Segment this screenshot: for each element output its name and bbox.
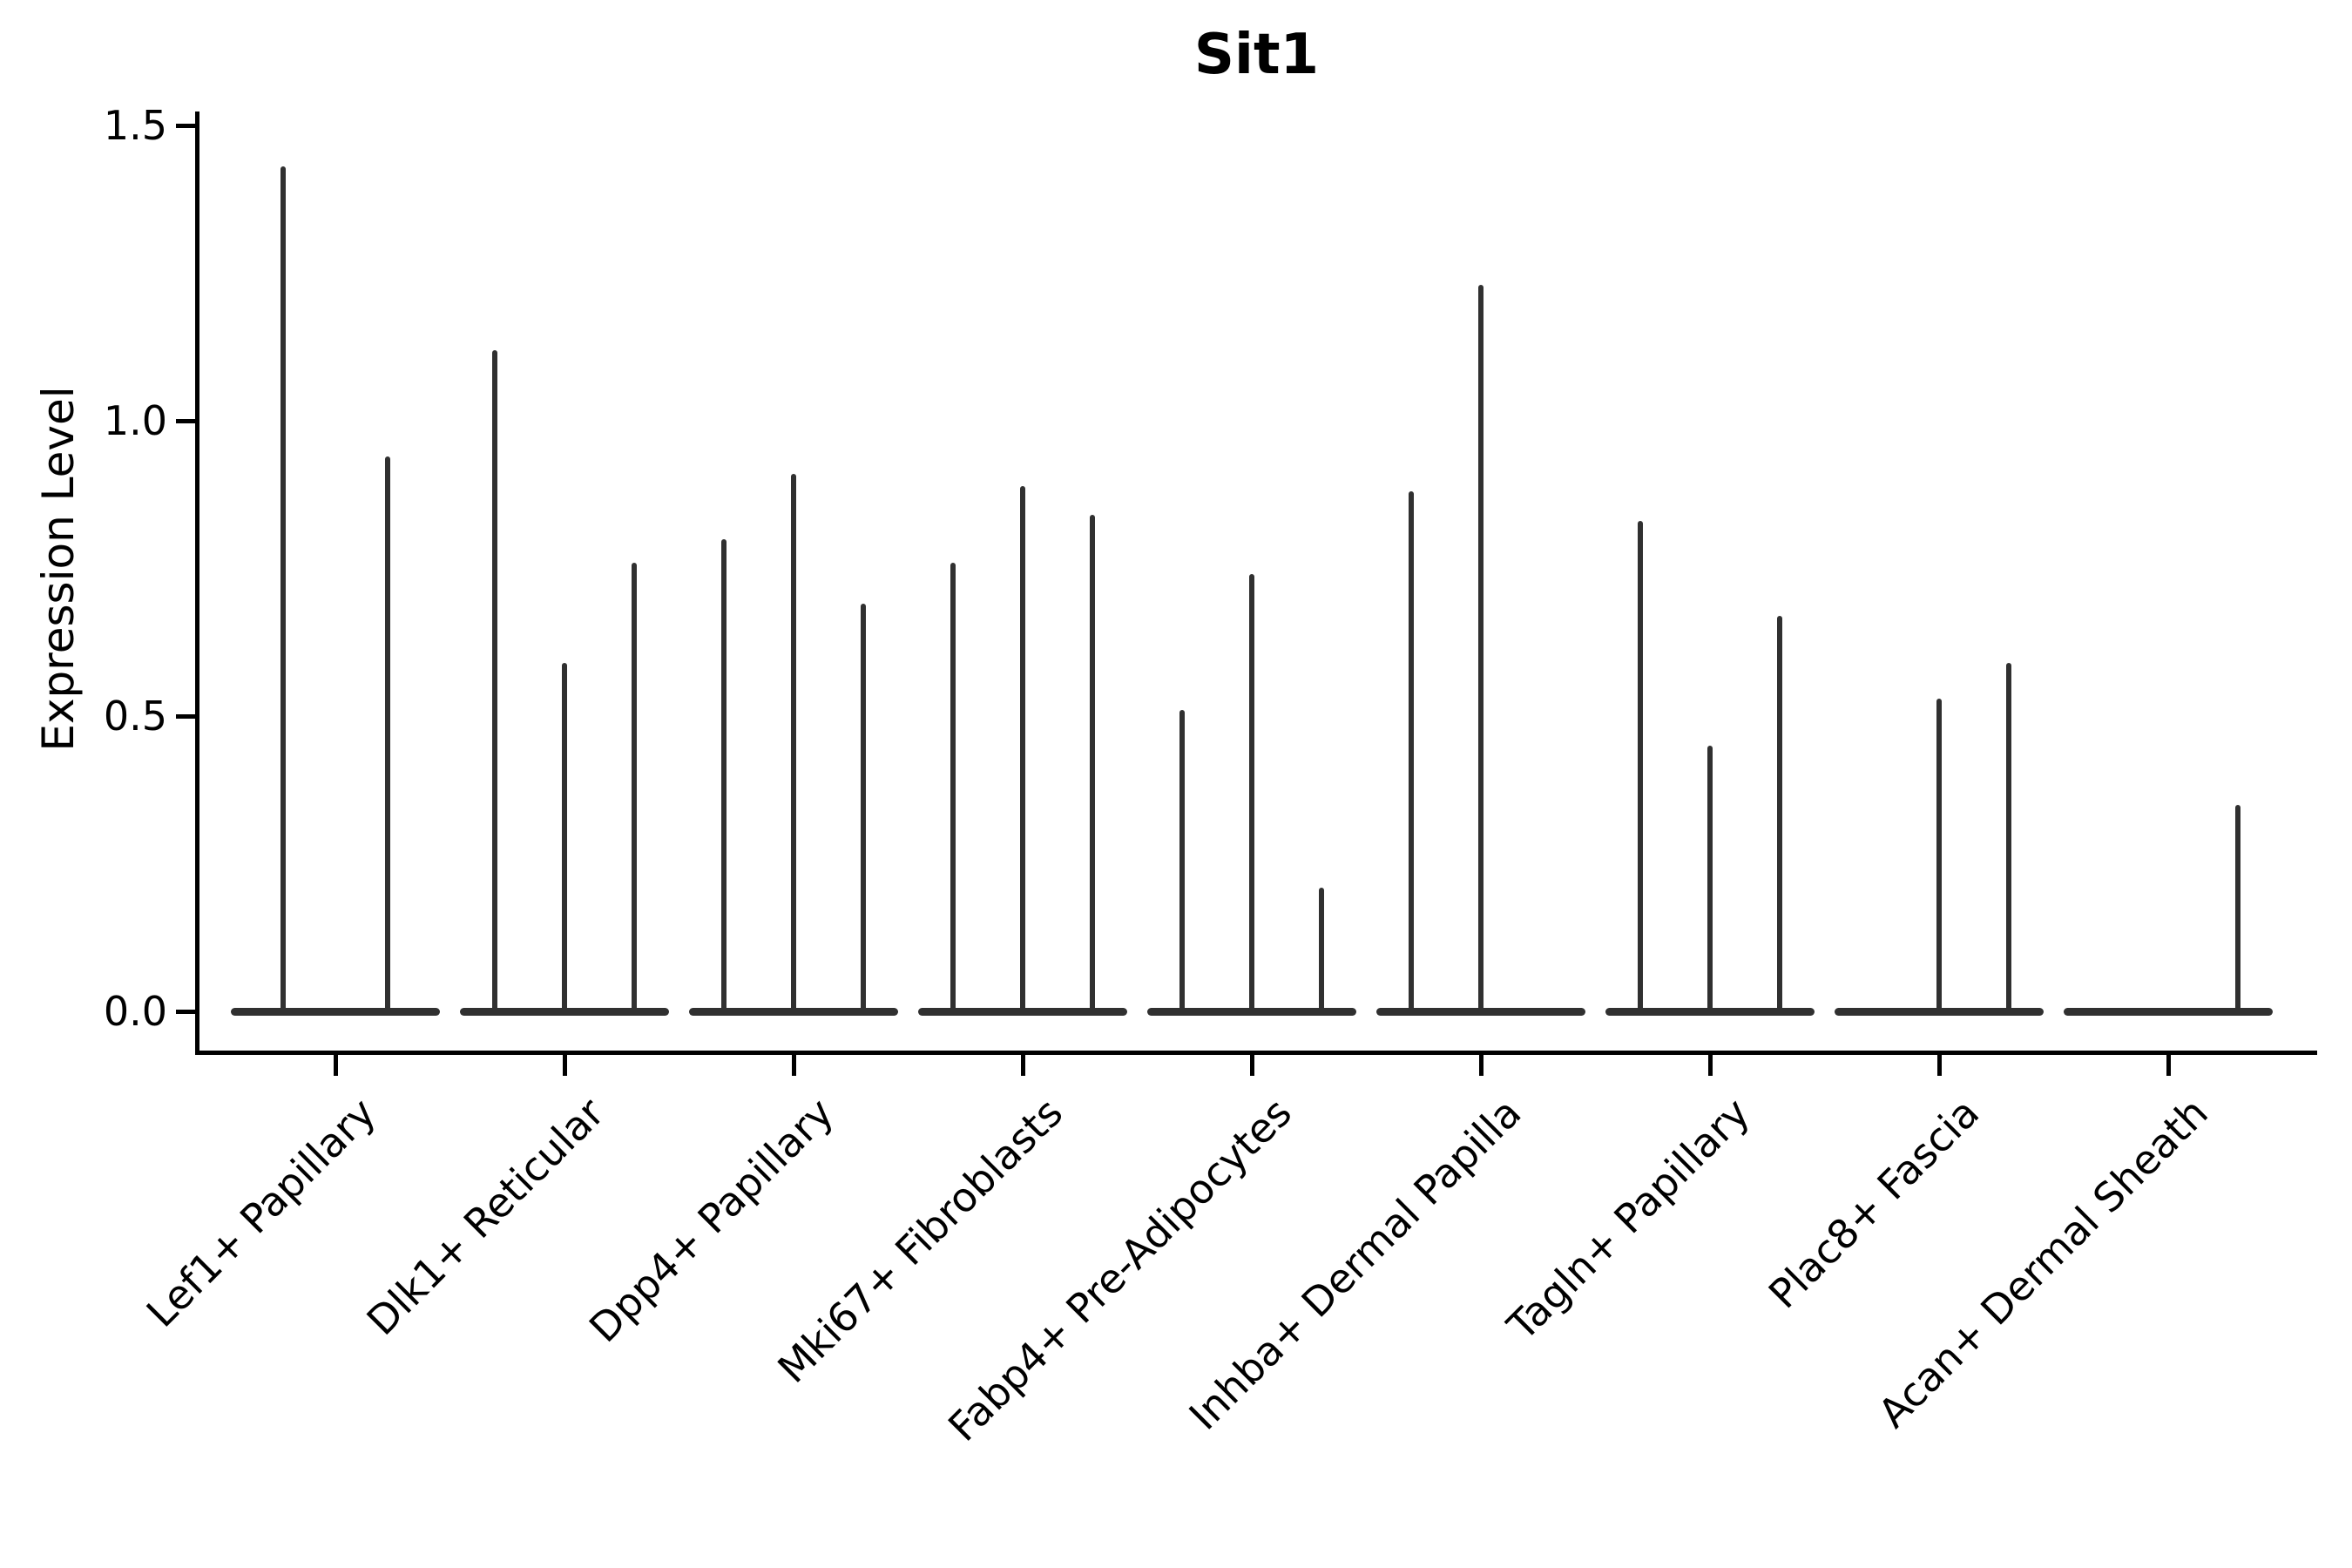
y-tick-mark	[176, 713, 195, 719]
violin-spike	[632, 562, 637, 1013]
y-tick-label: 0.5	[103, 693, 167, 740]
violin-spike	[1777, 615, 1782, 1013]
violin-spike	[1936, 698, 1942, 1013]
x-tick-label: Lef1+ Papillary	[137, 1089, 385, 1336]
x-tick-label: Plac8+ Fascia	[1759, 1089, 1989, 1318]
x-tick-label: Tagln+ Papillary	[1498, 1089, 1760, 1349]
violin-spike	[1319, 887, 1324, 1013]
violin-baseline	[231, 1007, 440, 1016]
y-tick-label: 1.5	[103, 102, 167, 149]
violin-spike	[562, 662, 567, 1013]
violin-spike	[861, 604, 866, 1013]
violin-spike	[1020, 485, 1025, 1013]
x-tick-mark	[333, 1055, 338, 1076]
x-tick-mark	[1936, 1055, 1942, 1076]
violin-spike	[1707, 745, 1713, 1013]
violin-spike	[791, 474, 796, 1013]
y-tick-mark	[176, 123, 195, 128]
violin-spike	[1249, 574, 1254, 1013]
violin-spike	[1638, 521, 1643, 1013]
violin-spike	[2235, 804, 2240, 1013]
x-tick-mark	[791, 1055, 796, 1076]
violin-spike	[385, 456, 390, 1013]
violin-spike	[1179, 710, 1185, 1013]
y-tick-mark	[176, 418, 195, 423]
violin-spike	[721, 538, 727, 1013]
violin-spike	[1090, 515, 1095, 1013]
plot-title: Sit1	[1193, 23, 1320, 87]
violin-spike	[1478, 285, 1484, 1013]
x-tick-mark	[2166, 1055, 2171, 1076]
violin-spike	[2006, 662, 2011, 1013]
violin-baseline	[2064, 1007, 2273, 1016]
x-tick-mark	[1020, 1055, 1025, 1076]
x-tick-mark	[1707, 1055, 1713, 1076]
y-tick-label: 0.0	[103, 988, 167, 1035]
bottom-axis-spine	[195, 1051, 2317, 1055]
x-tick-mark	[1478, 1055, 1484, 1076]
violin-spike	[1409, 491, 1414, 1013]
y-tick-mark	[176, 1009, 195, 1014]
x-tick-mark	[562, 1055, 567, 1076]
x-tick-label: Dpp4+ Papillary	[579, 1089, 843, 1352]
x-tick-label: Dlk1+ Reticular	[357, 1089, 614, 1345]
x-tick-mark	[1249, 1055, 1254, 1076]
y-tick-label: 1.0	[103, 397, 167, 444]
left-axis-spine	[195, 112, 199, 1055]
violin-spike	[280, 166, 286, 1013]
violin-spike	[492, 349, 497, 1013]
violin-spike	[950, 562, 956, 1013]
